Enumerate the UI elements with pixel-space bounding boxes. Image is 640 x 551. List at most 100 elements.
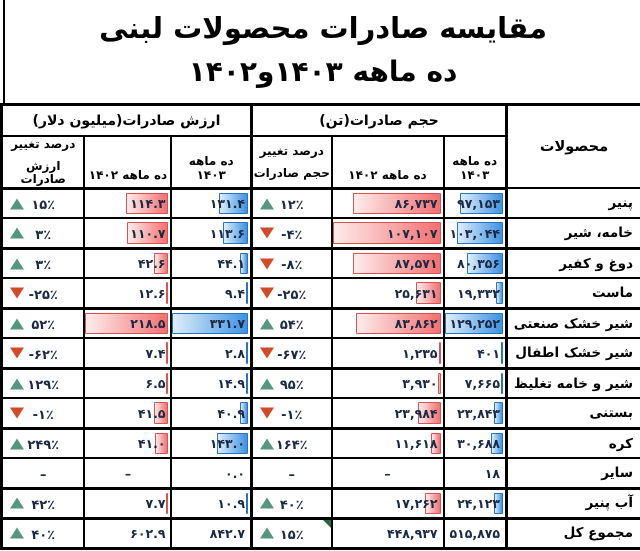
product-name-cell: بستنی bbox=[504, 398, 639, 428]
product-name-cell: شیر خشک اطفال bbox=[504, 338, 639, 368]
volume-change-header: درصد تغییر حجم صادرات bbox=[248, 136, 328, 188]
product-name: خامه، شیر bbox=[505, 225, 637, 241]
value-change-cell: ۳٪ bbox=[0, 248, 81, 278]
value-change-value: ۴۲٪ bbox=[28, 498, 52, 513]
products-column-header: محصولات bbox=[504, 104, 639, 188]
value-1402-cell: ۶.۵ bbox=[81, 368, 168, 398]
value-change-triangle-icon bbox=[7, 378, 21, 389]
value-1403-value: ۲.۸ bbox=[169, 346, 247, 361]
value-1402-cell: ۲۱۸.۵ bbox=[81, 308, 168, 338]
product-name-cell: شیر و خامه تغلیظ bbox=[504, 368, 639, 398]
product-name: مجموع کل bbox=[505, 525, 637, 541]
volume-1402-value: ۸۷,۵۷۱ bbox=[330, 256, 440, 271]
value-1403-cell: ۱۰.۹ bbox=[168, 488, 248, 518]
volume-1403-value: ۲۳,۸۴۳ bbox=[442, 406, 503, 421]
volume-change-value: -۶۷٪ bbox=[274, 348, 303, 363]
volume-1402-value: ۱,۲۳۵ bbox=[330, 346, 440, 361]
volume-change-cell: ۴۰٪ bbox=[248, 488, 328, 518]
volume-group-header: حجم صادرات(تن) bbox=[248, 104, 503, 136]
volume-1403-cell: ۸۰,۳۵۶ bbox=[441, 248, 504, 278]
volume-change-cell: -۴٪ bbox=[248, 218, 328, 248]
value-1402-value: ۱۱۴.۳ bbox=[82, 196, 167, 211]
value-change-cell: -۲۵٪ bbox=[0, 278, 81, 308]
volume-change-triangle-icon bbox=[257, 528, 271, 539]
volume-1403-value: ۵۱۵,۸۷۵ bbox=[442, 526, 503, 541]
volume-1402-value: ۸۶,۷۳۷ bbox=[330, 196, 440, 211]
volume-1403-cell: ۷,۶۶۵ bbox=[441, 368, 504, 398]
volume-1403-value: ۱۲۹,۲۵۲ bbox=[442, 316, 503, 331]
volume-1403-value: ۱۰۳,۰۴۴ bbox=[442, 226, 503, 241]
volume-change-value: – bbox=[285, 468, 292, 483]
volume-change-cell: ۵۴٪ bbox=[248, 308, 328, 338]
table-row: خامه، شیر ۱۰۳,۰۴۴ ۱۰۷,۱۰۷ -۴٪ ۱۱۳.۶ ۱۱۰.… bbox=[0, 218, 639, 248]
product-name: کره bbox=[505, 436, 637, 452]
volume-1403-cell: ۱۹,۳۳۲ bbox=[441, 278, 504, 308]
table-row: بستنی ۲۳,۸۴۳ ۲۳,۹۸۴ -۱٪ ۴۰.۹ ۴۱.۵ -۱٪ bbox=[0, 398, 639, 428]
volume-1402-cell: ۴۴۸,۹۳۷ bbox=[329, 518, 441, 548]
volume-1403-cell: ۱۸ bbox=[441, 458, 504, 488]
value-1402-cell: – bbox=[81, 458, 168, 488]
value-1403-header: ده ماهه ۱۴۰۳ bbox=[168, 136, 248, 188]
volume-change-triangle-icon bbox=[257, 228, 271, 239]
value-change-cell: ۴۰٪ bbox=[0, 518, 81, 548]
volume-1402-value: ۸۳,۸۶۲ bbox=[330, 316, 440, 331]
volume-change-value: -۸٪ bbox=[278, 258, 299, 273]
value-change-header: درصد تغییر ارزش صادرات bbox=[0, 136, 81, 188]
volume-1403-cell: ۱۰۳,۰۴۴ bbox=[441, 218, 504, 248]
value-1402-cell: ۶۰۲.۹ bbox=[81, 518, 168, 548]
volume-change-triangle-icon bbox=[257, 498, 271, 509]
table-body: پنیر ۹۷,۱۵۳ ۸۶,۷۳۷ ۱۲٪ ۱۳۱.۴ ۱۱۴.۳ ۱۵٪ bbox=[0, 188, 639, 548]
value-change-cell: ۲۴۹٪ bbox=[0, 428, 81, 458]
value-change-cell: ۱۵٪ bbox=[0, 188, 81, 218]
value-change-cell: -۱٪ bbox=[0, 398, 81, 428]
value-1402-cell: ۱۲.۶ bbox=[81, 278, 168, 308]
value-1402-header: ده ماهه ۱۴۰۲ bbox=[81, 136, 168, 188]
value-1403-cell: ۸۴۲.۷ bbox=[168, 518, 248, 548]
volume-change-header-line2: حجم صادرات bbox=[250, 167, 328, 180]
volume-1402-value: ۲۳,۹۸۴ bbox=[330, 406, 440, 421]
value-1403-cell: ۱۴۳.۰ bbox=[168, 428, 248, 458]
value-1402-cell: ۱۱۴.۳ bbox=[81, 188, 168, 218]
volume-1402-cell: ۸۳,۸۶۲ bbox=[329, 308, 441, 338]
volume-change-triangle-icon bbox=[257, 318, 271, 329]
value-1403-cell: ۹.۴ bbox=[168, 278, 248, 308]
value-change-value: ۱۲۹٪ bbox=[24, 378, 56, 393]
value-1402-value: ۷.۴ bbox=[82, 346, 167, 361]
volume-1402-cell: ۸۶,۷۳۷ bbox=[329, 188, 441, 218]
value-change-triangle-icon bbox=[7, 408, 21, 419]
volume-1403-value: ۷,۶۶۵ bbox=[442, 376, 503, 391]
value-1403-value: ۱۱۳.۶ bbox=[169, 226, 247, 241]
value-change-header-line1: درصد تغییر bbox=[0, 138, 80, 151]
value-change-triangle-icon bbox=[7, 498, 21, 509]
export-comparison-table: محصولات حجم صادرات(تن) ارزش صادرات(میلیو… bbox=[0, 103, 640, 550]
volume-1402-cell: ۳,۹۳۰ bbox=[329, 368, 441, 398]
volume-change-cell: ۱۲٪ bbox=[248, 188, 328, 218]
value-1403-value: ۸۴۲.۷ bbox=[169, 526, 247, 541]
volume-1403-value: ۱۹,۳۳۲ bbox=[442, 286, 503, 301]
volume-1403-cell: ۱۲۹,۲۵۲ bbox=[441, 308, 504, 338]
value-1402-value: ۱۱۰.۷ bbox=[82, 226, 167, 241]
product-name: شیر خشک اطفال bbox=[505, 345, 637, 361]
volume-1402-value: ۲۵,۶۳۱ bbox=[330, 286, 440, 301]
value-change-triangle-icon bbox=[7, 528, 21, 539]
volume-change-triangle-icon bbox=[257, 438, 271, 449]
value-1403-cell: ۲.۸ bbox=[168, 338, 248, 368]
value-1403-value: ۹.۴ bbox=[169, 286, 247, 301]
product-name: شیر و خامه تغلیظ bbox=[505, 376, 637, 392]
page-title: مقایسه صادرات محصولات لبنی bbox=[2, 6, 638, 51]
table-row: شیر خشک صنعتی ۱۲۹,۲۵۲ ۸۳,۸۶۲ ۵۴٪ ۳۳۱.۷ ۲… bbox=[0, 308, 639, 338]
volume-change-cell: -۲۵٪ bbox=[248, 278, 328, 308]
value-1402-cell: ۷.۷ bbox=[81, 488, 168, 518]
volume-1403-value: ۱۸ bbox=[442, 466, 503, 481]
value-1403-cell: ۱۳۱.۴ bbox=[168, 188, 248, 218]
volume-change-triangle-icon bbox=[257, 408, 271, 419]
value-change-triangle-icon bbox=[7, 198, 21, 209]
value-change-triangle-icon bbox=[7, 288, 21, 299]
value-1403-value: ۴۴.۱ bbox=[169, 256, 247, 271]
dairy-export-sheet: مقایسه صادرات محصولات لبنی ده ماهه ۱۴۰۳و… bbox=[0, 0, 640, 550]
volume-1403-cell: ۴۰۱ bbox=[441, 338, 504, 368]
table-row: کره ۳۰,۶۸۸ ۱۱,۶۱۸ ۱۶۴٪ ۱۴۳.۰ ۴۱.۰ ۲۴۹٪ bbox=[0, 428, 639, 458]
comment-marker bbox=[320, 520, 328, 528]
value-1402-cell: ۷.۴ bbox=[81, 338, 168, 368]
volume-1402-cell: – bbox=[329, 458, 441, 488]
